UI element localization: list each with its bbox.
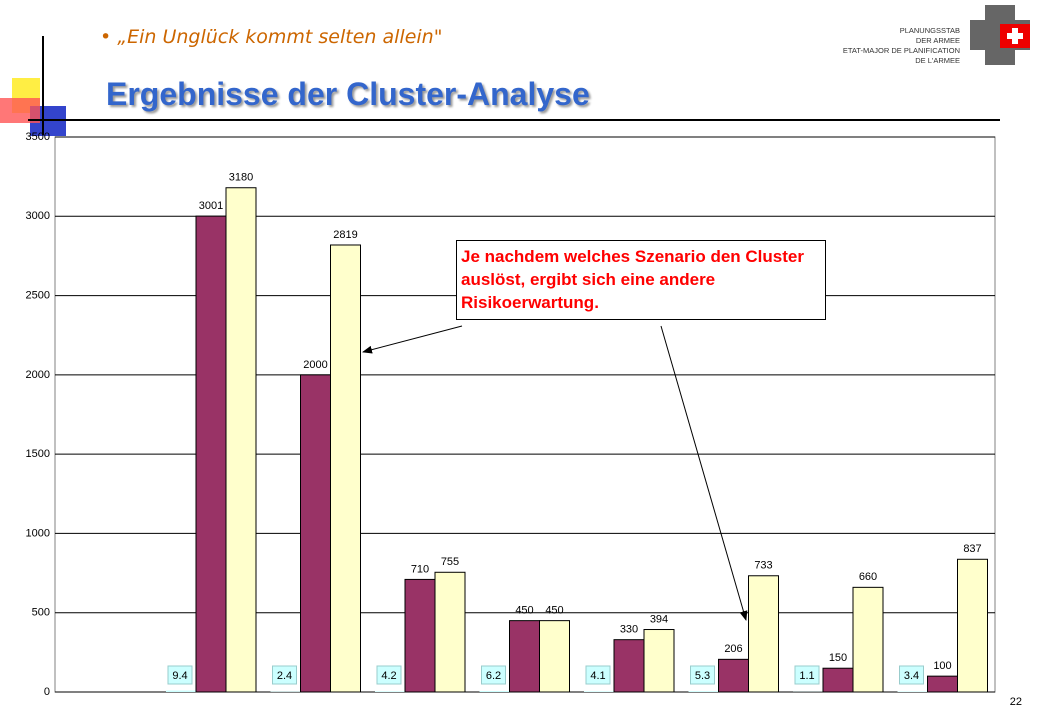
bar (643, 629, 675, 693)
value-label: 733 (754, 560, 772, 572)
bar (479, 691, 510, 692)
value-label: 3001 (199, 200, 223, 212)
bar (300, 374, 331, 693)
bar (225, 187, 257, 693)
value-label: 2.4 (277, 670, 292, 682)
value-label: 2000 (303, 359, 327, 371)
bar (748, 575, 779, 693)
bar (897, 691, 928, 692)
value-label: 4.2 (381, 670, 396, 682)
value-label: 3180 (229, 172, 253, 184)
slide-title: Ergebnisse der Cluster-Analyse (106, 76, 590, 112)
value-label: 660 (859, 571, 877, 583)
value-label: 755 (441, 556, 459, 568)
value-label: 450 (515, 605, 533, 617)
value-label: 6.2 (486, 670, 501, 682)
value-label: 9.4 (172, 670, 187, 682)
value-label-box (585, 665, 611, 685)
y-tick-label: 2500 (26, 289, 50, 301)
bar (404, 578, 436, 693)
org-line: DE L'ARMEE (915, 56, 960, 65)
bar (166, 690, 196, 692)
bar (957, 558, 988, 693)
bullet: • „Ein Unglück kommt selten allein" (100, 26, 443, 48)
y-tick-label: 1500 (26, 448, 50, 460)
arrow (660, 325, 748, 621)
value-label-box (690, 665, 715, 685)
value-label: 2819 (333, 229, 357, 241)
y-tick-label: 500 (32, 607, 50, 619)
org-line: PLANUNGSSTAB (899, 26, 960, 35)
value-label: 5.3 (695, 670, 710, 682)
value-label: 4.1 (590, 670, 605, 682)
value-label: 330 (620, 624, 638, 636)
bar (195, 215, 227, 693)
value-label: 100 (933, 660, 951, 672)
deco-square (0, 98, 40, 123)
bar (718, 658, 749, 693)
y-tick-label: 3000 (26, 210, 50, 222)
value-label: 1.1 (799, 670, 814, 682)
value-label: 150 (829, 652, 847, 664)
bar (330, 244, 361, 693)
org: PLANUNGSSTAB DER ARMEE ETAT-MAJOR DE PLA… (843, 26, 960, 66)
value-label-box (481, 665, 506, 685)
y-tick-label: 1000 (26, 527, 50, 539)
bar (822, 667, 854, 693)
annotation: Je nachdem welches Szenario den Cluster … (456, 240, 826, 320)
bar (509, 620, 540, 693)
value-label: 450 (545, 605, 563, 617)
org-line: ETAT-MAJOR DE PLANIFICATION (842, 46, 960, 55)
arrow (362, 325, 463, 354)
value-label-box (376, 665, 402, 685)
y-tick-label: 2000 (26, 369, 50, 381)
y-tick-label: 3500 (26, 131, 50, 143)
page-number: 22 (1009, 696, 1022, 708)
y-tick-label: 0 (44, 686, 50, 698)
bar (852, 586, 884, 693)
value-label-box (794, 665, 820, 685)
bar (613, 639, 645, 693)
value-label-box (272, 665, 297, 685)
value-label-box (899, 665, 924, 685)
bar (434, 571, 466, 693)
bar (927, 675, 958, 693)
value-label-box (167, 665, 193, 685)
logo (1007, 33, 1023, 39)
value-label: 394 (650, 613, 668, 625)
bullet-text: „Ein Unglück kommt selten allein" (117, 26, 443, 48)
org-line: DER ARMEE (915, 36, 960, 45)
bar (688, 691, 719, 692)
bar (375, 691, 405, 692)
value-label: 206 (724, 643, 742, 655)
value-label: 3.4 (904, 670, 919, 682)
value-label: 710 (411, 563, 429, 575)
bar (584, 691, 614, 692)
value-label: 837 (963, 543, 981, 555)
bar (539, 620, 570, 693)
